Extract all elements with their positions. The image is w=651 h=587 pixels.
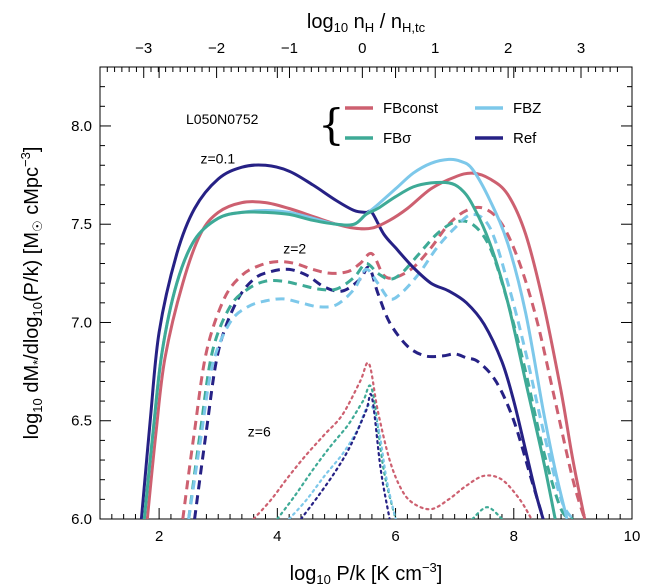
redshift-label: z=6 xyxy=(248,423,271,439)
series-line-fbsigma-z6 xyxy=(276,384,397,519)
x-tick-label: 10 xyxy=(624,528,641,545)
series-line-fbconst-z2 xyxy=(181,205,587,519)
legend-label: FBZ xyxy=(513,100,541,117)
top-tick-label: 3 xyxy=(577,40,585,57)
legend-label: FBconst xyxy=(383,100,439,117)
series-line-fbz-z0p1 xyxy=(142,157,569,519)
series-line-ref-z0p1 xyxy=(139,163,545,519)
series-layer xyxy=(139,157,587,519)
top-tick-label: 2 xyxy=(504,40,512,57)
legend-brace: { xyxy=(318,100,345,149)
top-tick-label: −1 xyxy=(281,40,298,57)
series-line-ref-z2 xyxy=(193,265,545,519)
axis-ticks xyxy=(99,66,633,520)
top-axis-title: log10 nH / nH,tc xyxy=(307,11,426,35)
x-tick-label: 4 xyxy=(273,528,281,545)
series-line-ref-z6 xyxy=(299,392,391,519)
top-tick-label: −2 xyxy=(208,40,225,57)
x-tick-label: 8 xyxy=(510,528,518,545)
top-tick-label: −3 xyxy=(135,40,152,57)
series-line-fbz-z2 xyxy=(187,212,575,519)
legend-label: FBσ xyxy=(383,130,412,147)
y-tick-label: 7.5 xyxy=(71,216,92,233)
redshift-label: z=0.1 xyxy=(200,150,235,166)
series-line-fbz-z6 xyxy=(288,403,397,519)
y-tick-label: 6.0 xyxy=(71,511,92,528)
series-line-fbsigma-z6 xyxy=(471,506,504,519)
y-axis-title: log10 dM*/dlog10(P/k) [M☉ cMpc−3] xyxy=(18,147,45,440)
plot-frame xyxy=(99,66,633,520)
x-axis-title: log10 P/k [K cm−3] xyxy=(290,560,443,587)
tick-labels: 2 4 6 8 10 6.0 6.5 7.0 7.5 8.0 −3 −2 −1 0 1 2 3 xyxy=(71,40,640,545)
top-tick-label: 0 xyxy=(358,40,366,57)
series-line-fbsigma-z0p1 xyxy=(142,180,557,519)
x-tick-label: 6 xyxy=(391,528,399,545)
y-tick-label: 6.5 xyxy=(71,413,92,430)
x-tick-label: 2 xyxy=(155,528,163,545)
simulation-label: L050N0752 xyxy=(186,111,259,127)
y-tick-label: 7.0 xyxy=(71,314,92,331)
legend: FBconst FBσ FBZ Ref xyxy=(345,100,541,147)
top-tick-label: 1 xyxy=(431,40,439,57)
series-line-fbconst-z0p1 xyxy=(145,171,587,519)
redshift-label: z=2 xyxy=(283,241,306,257)
annotations: z=0.1 z=2 z=6 xyxy=(200,150,306,439)
legend-label: Ref xyxy=(513,130,537,147)
series-line-fbconst-z6 xyxy=(252,361,533,519)
y-tick-label: 8.0 xyxy=(71,118,92,135)
